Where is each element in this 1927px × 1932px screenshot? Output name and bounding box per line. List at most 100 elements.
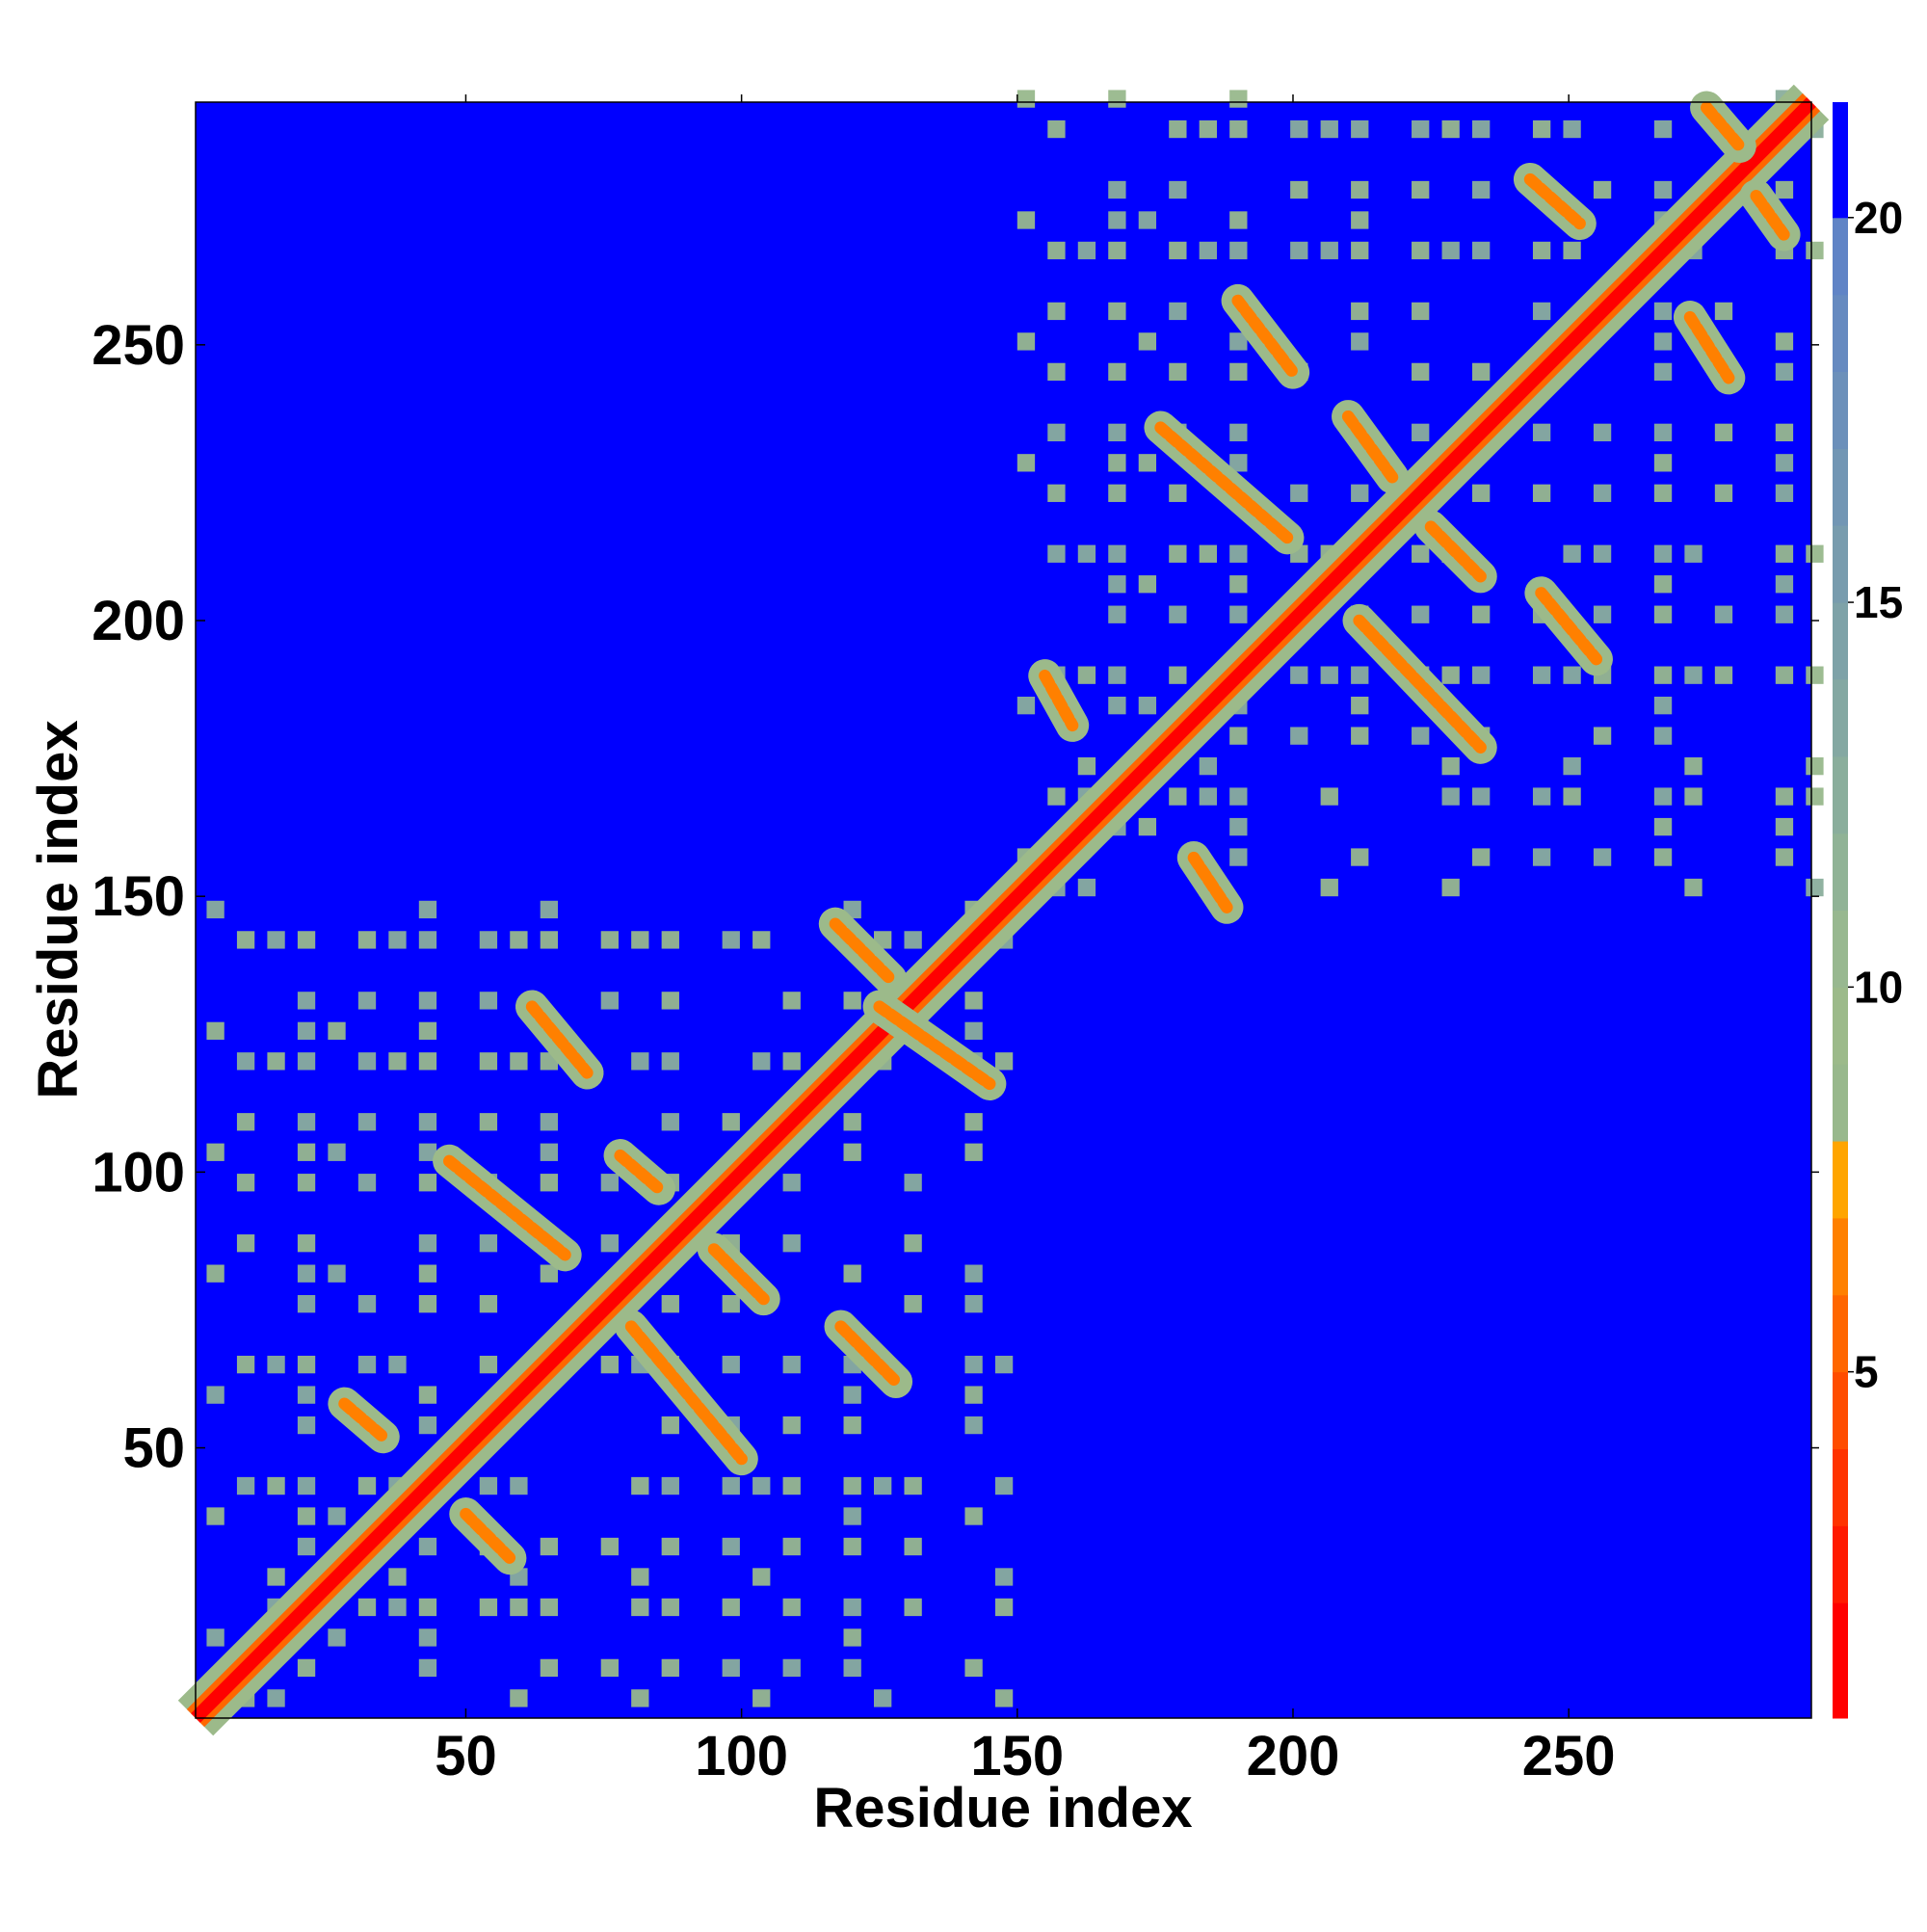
contact-cell-domain-2 — [1047, 544, 1066, 563]
contact-cell-domain-1 — [388, 1052, 407, 1071]
strand-pair — [442, 1154, 571, 1261]
contact-cell-domain-1 — [600, 1174, 619, 1192]
colorbar-segment — [1833, 448, 1848, 526]
contact-cell-domain-2 — [1290, 484, 1308, 502]
contact-cell-domain-1 — [843, 1143, 861, 1161]
contact-cell-domain-1 — [722, 1476, 740, 1495]
contact-cell-domain-1 — [418, 900, 437, 919]
contact-cell-domain-2 — [1684, 878, 1703, 897]
contact-cell-domain-1 — [661, 1476, 679, 1495]
contact-cell-domain-2 — [1775, 484, 1794, 502]
contact-cell-domain-2 — [1441, 119, 1460, 139]
contact-cell-domain-1 — [236, 931, 255, 949]
contact-cell-domain-2 — [1351, 332, 1369, 351]
strand-pair — [1039, 669, 1079, 732]
contact-cell-domain-2 — [1320, 241, 1338, 260]
contact-cell-domain-2 — [1593, 180, 1612, 199]
contact-cell-domain-2 — [1169, 302, 1187, 321]
contact-cell-domain-1 — [752, 1568, 771, 1586]
contact-cell-domain-1 — [600, 1537, 619, 1556]
contact-cell-domain-1 — [479, 931, 498, 949]
contact-cell-domain-1 — [418, 1598, 437, 1617]
contact-cell-domain-1 — [388, 1355, 407, 1374]
contact-cell-domain-1 — [600, 931, 619, 949]
contact-cell-domain-1 — [964, 1507, 983, 1525]
contact-cell-domain-2 — [1077, 878, 1096, 897]
contact-cell-domain-2 — [1199, 241, 1218, 260]
contact-cell-domain-2 — [1108, 211, 1126, 229]
colorbar-segment — [1833, 217, 1848, 296]
contact-cell-domain-1 — [267, 1568, 285, 1586]
contact-cell-domain-1 — [904, 931, 922, 949]
contact-cell-domain-2 — [1472, 666, 1491, 684]
contact-cell-domain-1 — [843, 1476, 861, 1495]
contact-cell-domain-2 — [1138, 696, 1157, 715]
contact-cell-domain-1 — [418, 1416, 437, 1435]
contact-cell-domain-1 — [540, 1658, 559, 1678]
contact-cell-domain-2 — [1108, 90, 1126, 108]
colorbar-segment — [1833, 1294, 1848, 1373]
contact-cell-domain-2 — [1563, 241, 1581, 260]
contact-cell-domain-2 — [1653, 362, 1673, 382]
contact-cell-domain-1 — [510, 1598, 528, 1617]
contact-cell-domain-2 — [1351, 848, 1369, 866]
contact-cell-domain-1 — [964, 1021, 983, 1041]
contact-cell-domain-1 — [964, 1264, 983, 1283]
contact-cell-domain-1 — [357, 1355, 377, 1374]
strand-pair — [873, 1000, 996, 1091]
contact-cell-domain-1 — [540, 1113, 559, 1131]
contact-cell-domain-1 — [357, 992, 377, 1010]
colorbar-tick-label: 15 — [1854, 577, 1903, 627]
contact-cell-domain-2 — [1653, 787, 1673, 806]
contact-cell-domain-2 — [1472, 484, 1491, 502]
contact-cell-domain-1 — [297, 1537, 316, 1556]
contact-cell-domain-1 — [843, 1628, 861, 1647]
contact-cell-domain-1 — [722, 1113, 740, 1131]
colorbar-segment — [1833, 525, 1848, 603]
contact-cell-domain-2 — [1108, 454, 1126, 472]
contact-cell-domain-1 — [843, 1598, 861, 1617]
contact-cell-domain-2 — [1169, 666, 1187, 684]
contact-cell-domain-2 — [1169, 362, 1187, 382]
contact-cell-domain-2 — [1775, 423, 1794, 441]
contact-cell-domain-1 — [236, 1052, 255, 1071]
contact-cell-domain-2 — [1472, 180, 1491, 199]
contact-cell-domain-2 — [1593, 727, 1612, 745]
contact-cell-domain-2 — [1320, 878, 1338, 897]
y-axis-ticks: 50 100 150 200 250 — [92, 314, 1819, 1480]
diagonal-red — [191, 97, 1816, 1723]
strand-pair — [1154, 421, 1294, 544]
contact-cell-domain-1 — [297, 1174, 316, 1192]
contact-cell-domain-2 — [1653, 696, 1673, 715]
contact-cell-domain-2 — [1532, 241, 1551, 260]
contact-cell-domain-2 — [1806, 878, 1824, 897]
contact-cell-domain-1 — [206, 900, 224, 919]
contact-cell-domain-2 — [1169, 180, 1187, 199]
contact-cell-domain-1 — [782, 1476, 801, 1495]
contact-cell-domain-2 — [1714, 302, 1733, 321]
x-axis-title: Residue index — [813, 1777, 1192, 1839]
contact-cell-domain-1 — [540, 1537, 559, 1556]
contact-cell-domain-1 — [479, 1052, 498, 1071]
contact-cell-domain-1 — [661, 1658, 679, 1678]
contact-cell-domain-2 — [1775, 605, 1794, 623]
contact-cell-domain-2 — [1532, 484, 1551, 502]
colorbar-segment — [1833, 1602, 1848, 1719]
contact-cell-domain-1 — [479, 1598, 498, 1617]
contact-cell-domain-1 — [631, 1598, 649, 1617]
contact-cell-domain-2 — [1108, 666, 1126, 684]
contact-cell-domain-2 — [1290, 241, 1308, 260]
contact-cell-domain-1 — [418, 931, 437, 949]
contact-cell-domain-1 — [782, 1416, 801, 1435]
contact-cell-domain-2 — [1472, 362, 1491, 382]
contact-cell-domain-1 — [782, 1658, 801, 1678]
contact-cell-domain-1 — [479, 1476, 498, 1495]
contact-cell-domain-2 — [1169, 605, 1187, 623]
contact-cell-domain-2 — [1412, 544, 1430, 563]
contact-cell-domain-2 — [1653, 727, 1673, 745]
contact-cell-domain-2 — [1775, 180, 1794, 199]
contact-cell-domain-2 — [1563, 666, 1581, 684]
contact-cell-domain-2 — [1047, 423, 1066, 441]
contact-cell-domain-2 — [1806, 666, 1824, 684]
contact-cell-domain-2 — [1229, 544, 1248, 563]
